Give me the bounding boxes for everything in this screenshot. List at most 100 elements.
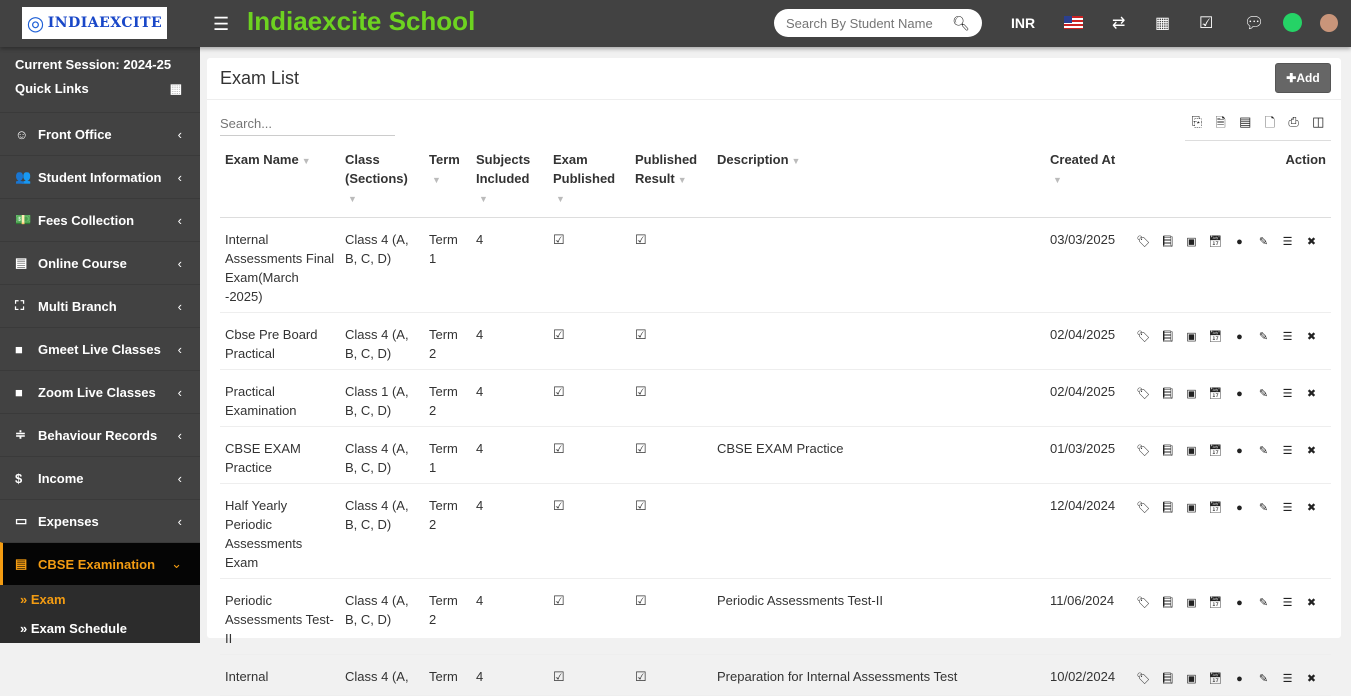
sidebar-item-behaviour-records[interactable]: ≑ Behaviour Records ‹ xyxy=(0,413,200,456)
comment-icon[interactable]: ● xyxy=(1236,236,1243,248)
book-icon[interactable]: 📘︎ xyxy=(1160,331,1175,343)
col-exam-name[interactable]: Exam Name ▼ xyxy=(220,150,340,218)
sidebar-item-online-course[interactable]: ▤ Online Course ‹ xyxy=(0,241,200,284)
book-icon[interactable]: 📘︎ xyxy=(1160,597,1175,609)
id-card-icon[interactable]: ▣ xyxy=(1186,502,1197,514)
delete-icon[interactable]: ✖ xyxy=(1306,673,1317,685)
col-term[interactable]: Term ▼ xyxy=(424,150,471,218)
tag-icon[interactable]: 🏷︎ xyxy=(1136,673,1151,685)
sidebar-item-fees-collection[interactable]: 💵 Fees Collection ‹ xyxy=(0,198,200,241)
book-icon[interactable]: 📘︎ xyxy=(1160,445,1175,457)
sidebar-subitem-exam[interactable]: » Exam xyxy=(0,585,200,614)
tag-icon[interactable]: 🏷︎ xyxy=(1136,445,1151,457)
id-card-icon[interactable]: ▣ xyxy=(1186,597,1197,609)
comment-icon[interactable]: ● xyxy=(1236,388,1243,400)
book-icon[interactable]: 📘︎ xyxy=(1160,236,1175,248)
copy-icon[interactable]: ⎘ xyxy=(1191,114,1203,129)
tag-icon[interactable]: 🏷︎ xyxy=(1136,331,1151,343)
calendar-check-icon[interactable]: 📅︎ xyxy=(1208,388,1223,400)
list-icon[interactable]: ☰ xyxy=(1282,331,1293,343)
col-published-result[interactable]: Published Result ▼ xyxy=(630,150,712,218)
id-card-icon[interactable]: ▣ xyxy=(1186,445,1197,457)
list-icon[interactable]: ☰ xyxy=(1282,388,1293,400)
search-icon[interactable]: 🔍︎ xyxy=(952,14,970,31)
currency-selector[interactable]: INR xyxy=(1011,15,1036,31)
delete-icon[interactable]: ✖ xyxy=(1306,597,1317,609)
student-search-input[interactable] xyxy=(786,15,946,31)
excel-icon[interactable]: 🗎 xyxy=(1215,115,1226,130)
chat-icon[interactable]: 💬︎ xyxy=(1244,15,1265,32)
col-subjects[interactable]: Subjects Included ▼ xyxy=(471,150,548,218)
sidebar-item-student-information[interactable]: 👥 Student Information ‹ xyxy=(0,155,200,198)
menu-toggle-icon[interactable]: ☰ xyxy=(213,14,230,34)
print-icon[interactable]: ⎙ xyxy=(1288,114,1299,129)
logo[interactable]: ◎ INDIAEXCITE xyxy=(22,7,167,39)
pencil-icon[interactable]: ✎ xyxy=(1258,388,1269,400)
table-search-input[interactable] xyxy=(220,114,395,136)
pencil-icon[interactable]: ✎ xyxy=(1258,331,1269,343)
book-icon[interactable]: 📘︎ xyxy=(1160,502,1175,514)
calendar-check-icon[interactable]: 📅︎ xyxy=(1208,597,1223,609)
calendar-check-icon[interactable]: 📅︎ xyxy=(1208,673,1223,685)
sidebar-item-gmeet-live-classes[interactable]: ■ Gmeet Live Classes ‹ xyxy=(0,327,200,370)
pencil-icon[interactable]: ✎ xyxy=(1258,445,1269,457)
list-icon[interactable]: ☰ xyxy=(1282,673,1293,685)
id-card-icon[interactable]: ▣ xyxy=(1186,331,1197,343)
switch-icon[interactable]: ⇄ xyxy=(1112,15,1126,32)
pencil-icon[interactable]: ✎ xyxy=(1258,236,1269,248)
delete-icon[interactable]: ✖ xyxy=(1306,502,1317,514)
col-created-at[interactable]: Created At ▼ xyxy=(1045,150,1131,218)
list-icon[interactable]: ☰ xyxy=(1282,236,1293,248)
tag-icon[interactable]: 🏷︎ xyxy=(1136,388,1151,400)
delete-icon[interactable]: ✖ xyxy=(1306,388,1317,400)
id-card-icon[interactable]: ▣ xyxy=(1186,673,1197,685)
id-card-icon[interactable]: ▣ xyxy=(1186,236,1197,248)
whatsapp-icon[interactable] xyxy=(1283,13,1302,32)
avatar[interactable] xyxy=(1320,14,1338,32)
comment-icon[interactable]: ● xyxy=(1236,673,1243,685)
col-description[interactable]: Description ▼ xyxy=(712,150,1045,218)
list-icon[interactable]: ☰ xyxy=(1282,597,1293,609)
grid-icon[interactable]: ▦ xyxy=(169,81,182,96)
pencil-icon[interactable]: ✎ xyxy=(1258,673,1269,685)
columns-icon[interactable]: ◫ xyxy=(1312,114,1325,129)
sidebar-item-cbse-examination[interactable]: ▤ CBSE Examination ⌄ xyxy=(0,542,200,585)
delete-icon[interactable]: ✖ xyxy=(1306,445,1317,457)
col-exam-published[interactable]: Exam Published ▼ xyxy=(548,150,630,218)
delete-icon[interactable]: ✖ xyxy=(1306,331,1317,343)
pencil-icon[interactable]: ✎ xyxy=(1258,502,1269,514)
list-icon[interactable]: ☰ xyxy=(1282,445,1293,457)
tag-icon[interactable]: 🏷︎ xyxy=(1136,597,1151,609)
csv-icon[interactable]: ▤ xyxy=(1239,114,1252,129)
add-button[interactable]: ✚Add xyxy=(1275,63,1331,93)
sidebar-item-expenses[interactable]: ▭ Expenses ‹ xyxy=(0,499,200,542)
quick-links[interactable]: Quick Links ▦ xyxy=(0,72,200,108)
comment-icon[interactable]: ● xyxy=(1236,445,1243,457)
calendar-check-icon[interactable]: 📅︎ xyxy=(1208,502,1223,514)
id-card-icon[interactable]: ▣ xyxy=(1186,388,1197,400)
calendar-check-icon[interactable]: 📅︎ xyxy=(1208,331,1223,343)
list-icon[interactable]: ☰ xyxy=(1282,502,1293,514)
book-icon[interactable]: 📘︎ xyxy=(1160,673,1175,685)
sidebar-item-zoom-live-classes[interactable]: ■ Zoom Live Classes ‹ xyxy=(0,370,200,413)
tag-icon[interactable]: 🏷︎ xyxy=(1136,502,1151,514)
sidebar-item-multi-branch[interactable]: ⛶ Multi Branch ‹ xyxy=(0,284,200,327)
delete-icon[interactable]: ✖ xyxy=(1306,236,1317,248)
pdf-icon[interactable]: 🗋 xyxy=(1264,115,1276,130)
book-icon[interactable]: 📘︎ xyxy=(1160,388,1175,400)
comment-icon[interactable]: ● xyxy=(1236,597,1243,609)
task-check-icon[interactable]: ☑ xyxy=(1199,15,1214,32)
us-flag-icon[interactable] xyxy=(1064,16,1083,29)
comment-icon[interactable]: ● xyxy=(1236,502,1243,514)
calendar-check-icon[interactable]: 📅︎ xyxy=(1208,236,1223,248)
col-class[interactable]: Class (Sections) ▼ xyxy=(340,150,424,218)
calendar-check-icon[interactable]: 📅︎ xyxy=(1208,445,1223,457)
student-search[interactable]: 🔍︎ xyxy=(774,9,982,37)
pencil-icon[interactable]: ✎ xyxy=(1258,597,1269,609)
sidebar-item-income[interactable]: $ Income ‹ xyxy=(0,456,200,499)
sidebar-item-front-office[interactable]: ☺ Front Office ‹ xyxy=(0,112,200,155)
sidebar-subitem-exam-schedule[interactable]: » Exam Schedule xyxy=(0,614,200,643)
comment-icon[interactable]: ● xyxy=(1236,331,1243,343)
calendar-icon[interactable]: ▦ xyxy=(1155,15,1171,32)
tag-icon[interactable]: 🏷︎ xyxy=(1136,236,1151,248)
